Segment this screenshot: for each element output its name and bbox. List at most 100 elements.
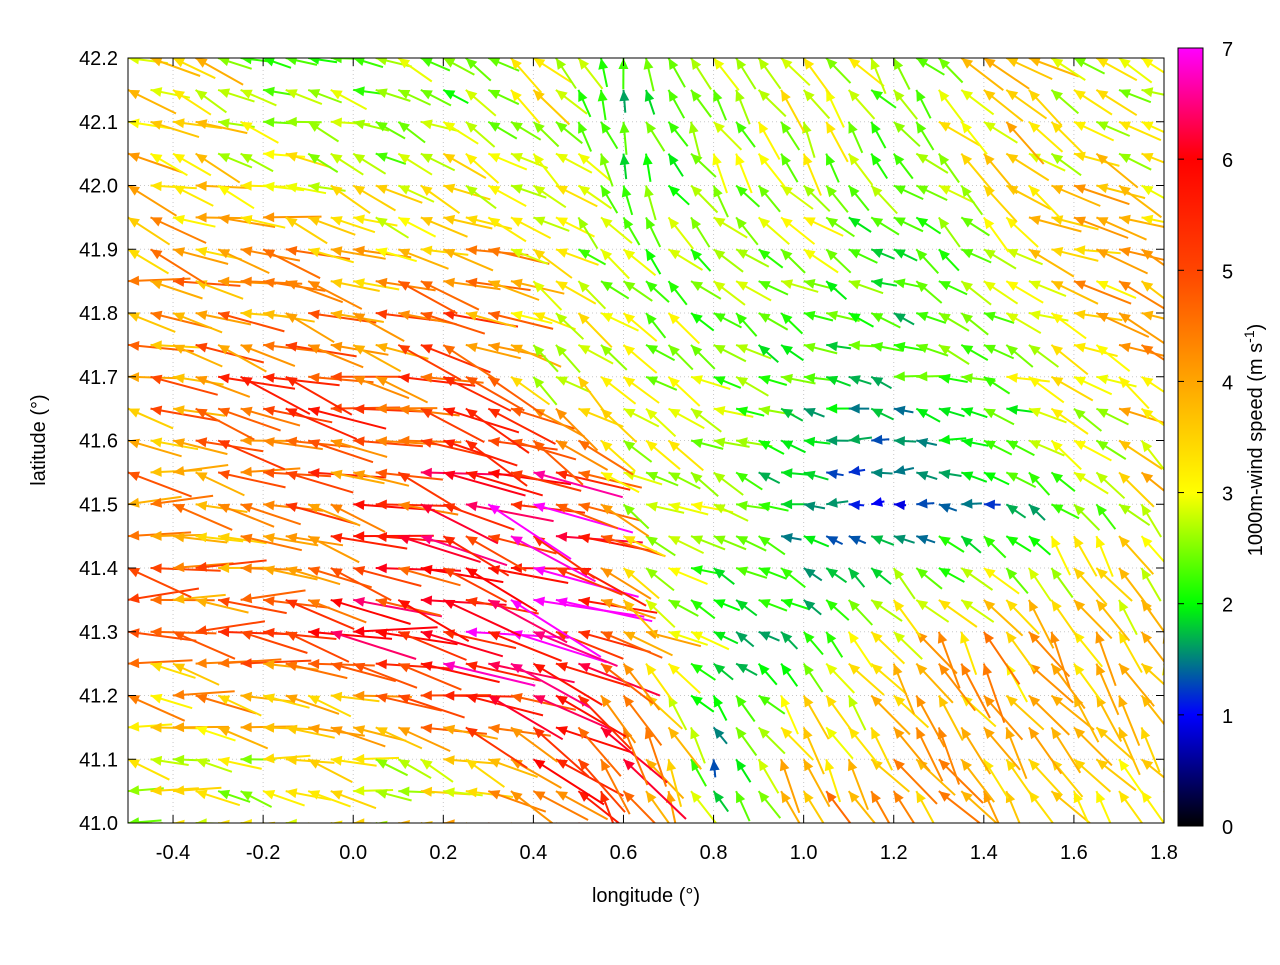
wind-vector [308,823,349,843]
vector-head [398,535,410,545]
vector-head [780,759,790,771]
wind-vector [1119,441,1162,470]
vector-head [759,696,771,706]
wind-vector [669,281,687,305]
vector-head [241,309,252,319]
wind-vector [1142,791,1167,827]
vector-shaft [443,504,514,529]
vector-head [1051,247,1063,257]
vector-head [1164,278,1176,288]
wind-vector [736,313,757,336]
vector-head [533,759,545,769]
wind-vector [849,696,866,731]
vector-head [308,310,320,320]
vector-head [1051,154,1063,165]
wind-vector [939,407,965,417]
wind-vector [669,122,688,146]
wind-vector [128,249,169,273]
wind-vector [1119,600,1137,635]
vector-head [1074,823,1084,835]
vector-head [691,375,703,385]
wind-vector [939,435,966,445]
vector-head [128,817,139,827]
wind-vector [961,536,981,553]
colorbar-tick-label: 1 [1222,706,1233,728]
vector-head [331,246,343,256]
vector-head [984,122,996,132]
vector-head [196,181,207,191]
vector-head [353,215,365,225]
wind-vector [894,465,914,475]
vector-head [600,154,610,166]
vector-head [1164,214,1175,224]
wind-vector [713,90,726,120]
wind-vector [781,533,801,543]
vector-head [961,186,972,198]
wind-vector [826,632,842,658]
vector-head [961,281,973,292]
vector-head [984,58,996,68]
vector-head [1164,727,1176,738]
wind-vector [1006,154,1048,181]
wind-vector [1051,536,1070,575]
vector-head [218,658,229,668]
vector-head [1119,215,1131,225]
vector-head [263,790,275,800]
wind-vector [646,600,675,627]
wind-vector [961,472,987,482]
vector-head [241,277,252,287]
wind-vector [1096,823,1110,859]
wind-vector [578,58,602,89]
vector-head [241,630,253,640]
vector-shaft [421,568,504,582]
vector-head [1142,58,1154,68]
wind-vector [826,469,843,479]
vector-shaft [398,536,480,562]
vector-head [308,468,319,478]
wind-vector [983,664,1005,723]
vector-head [781,345,793,355]
vector-head [241,722,252,732]
y-tick-label: 41.2 [79,686,118,708]
vector-head [758,823,767,835]
vector-head [871,535,883,544]
wind-vector [218,597,287,613]
vector-head [331,310,343,320]
wind-vector [128,312,175,332]
vector-head [263,212,274,222]
vector-head [1051,568,1062,580]
vector-head [241,563,252,573]
wind-vector [466,122,495,147]
vector-head [714,823,724,835]
vector-head [128,186,140,196]
vector-head [263,753,274,763]
wind-vector [601,186,617,214]
wind-vector [736,759,750,782]
wind-vector [849,600,873,625]
wind-vector [1029,186,1060,218]
wind-vector [533,58,571,82]
vector-head [894,436,905,446]
vector-head [1164,377,1176,388]
wind-vector [1029,568,1051,601]
vector-shaft [376,823,412,832]
vector-head [331,533,343,543]
vector-head [128,498,140,508]
vector-head [759,599,771,608]
wind-vector [916,217,940,233]
vector-head [601,377,613,388]
wind-vector [826,342,851,352]
wind-vector [871,409,893,420]
vector-head [241,819,252,829]
vector-head [1074,245,1085,255]
vector-shaft [1164,664,1175,706]
vector-head [916,217,928,227]
vector-head [804,791,814,803]
vector-head [331,118,342,128]
vector-head [331,278,343,288]
vector-head [511,377,523,387]
vector-head [939,469,951,479]
vector-head [151,563,162,573]
wind-vector [689,122,700,157]
wind-vector [804,90,830,119]
